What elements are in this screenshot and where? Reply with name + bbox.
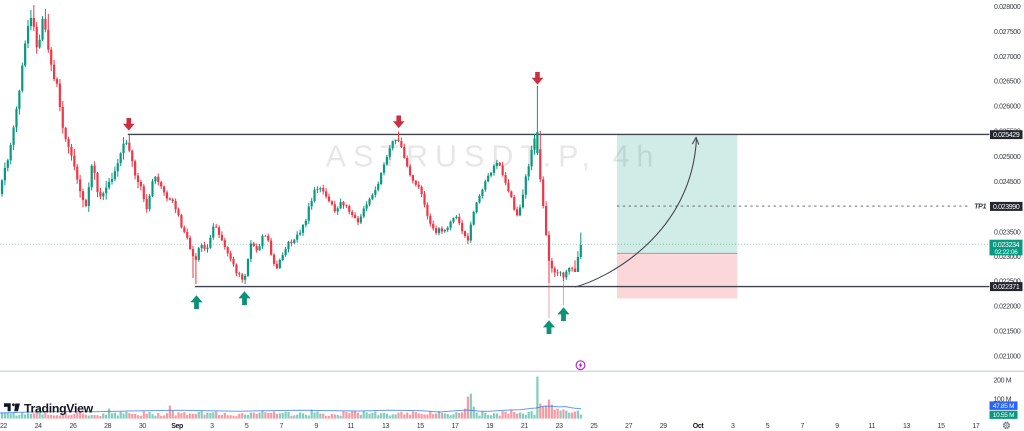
svg-text:10.55 M: 10.55 M [993,412,1014,419]
svg-text:0.028000: 0.028000 [994,4,1021,11]
svg-text:0.026000: 0.026000 [994,104,1021,111]
svg-text:0.026500: 0.026500 [994,79,1021,86]
svg-text:02:22:06: 02:22:06 [995,249,1019,256]
svg-text:0.027000: 0.027000 [994,54,1021,61]
svg-text:0.023990: 0.023990 [993,204,1020,211]
svg-text:0.024500: 0.024500 [994,179,1021,186]
svg-text:0.021500: 0.021500 [994,329,1021,336]
svg-text:13: 13 [903,423,911,430]
svg-text:Oct: Oct [693,423,705,430]
svg-text:TP1: TP1 [974,203,986,210]
svg-text:0.023000: 0.023000 [994,254,1021,261]
svg-text:15: 15 [417,423,425,430]
svg-text:5: 5 [766,423,770,430]
svg-text:0.021000: 0.021000 [994,354,1021,361]
svg-text:28: 28 [104,423,112,430]
svg-text:47.85 M: 47.85 M [993,403,1014,410]
svg-text:0.023500: 0.023500 [994,230,1021,237]
svg-text:5: 5 [245,423,249,430]
svg-text:19: 19 [486,423,494,430]
svg-text:17: 17 [451,423,459,430]
svg-text:22: 22 [0,423,7,430]
svg-text:11: 11 [868,423,875,430]
svg-text:21: 21 [521,423,529,430]
svg-text:ASTRUSDT.P, 4h: ASTRUSDT.P, 4h [326,140,661,174]
svg-text:17: 17 [972,423,980,430]
svg-text:3: 3 [731,423,735,430]
svg-text:26: 26 [69,423,77,430]
svg-text:0.022371: 0.022371 [993,284,1020,291]
svg-text:7: 7 [280,423,284,430]
svg-text:29: 29 [660,423,668,430]
svg-text:25: 25 [590,423,598,430]
svg-text:TradingView: TradingView [24,401,94,415]
svg-text:3: 3 [210,423,214,430]
svg-text:30: 30 [139,423,147,430]
svg-text:13: 13 [382,423,390,430]
svg-text:0.023234: 0.023234 [993,242,1020,249]
svg-text:0.022000: 0.022000 [994,304,1021,311]
svg-text:7: 7 [801,423,805,430]
svg-text:23: 23 [556,423,564,430]
svg-text:100 M: 100 M [994,397,1012,404]
svg-text:15: 15 [938,423,946,430]
svg-text:0.027500: 0.027500 [994,29,1021,36]
svg-text:27: 27 [625,423,633,430]
svg-text:0.025429: 0.025429 [993,132,1020,139]
svg-text:11: 11 [348,423,355,430]
svg-text:9: 9 [314,423,318,430]
svg-text:9: 9 [835,423,839,430]
svg-text:200 M: 200 M [994,378,1012,385]
svg-text:Sep: Sep [171,423,183,430]
svg-text:24: 24 [35,423,43,430]
svg-text:0.025000: 0.025000 [994,154,1021,161]
